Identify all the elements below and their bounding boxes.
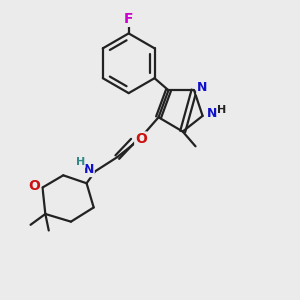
- Text: N: N: [206, 107, 217, 120]
- Text: H: H: [217, 105, 226, 115]
- Text: N: N: [197, 81, 207, 94]
- Text: F: F: [124, 12, 134, 26]
- Text: H: H: [76, 157, 85, 167]
- Text: O: O: [135, 132, 147, 146]
- Text: O: O: [28, 179, 40, 193]
- Text: N: N: [84, 164, 94, 176]
